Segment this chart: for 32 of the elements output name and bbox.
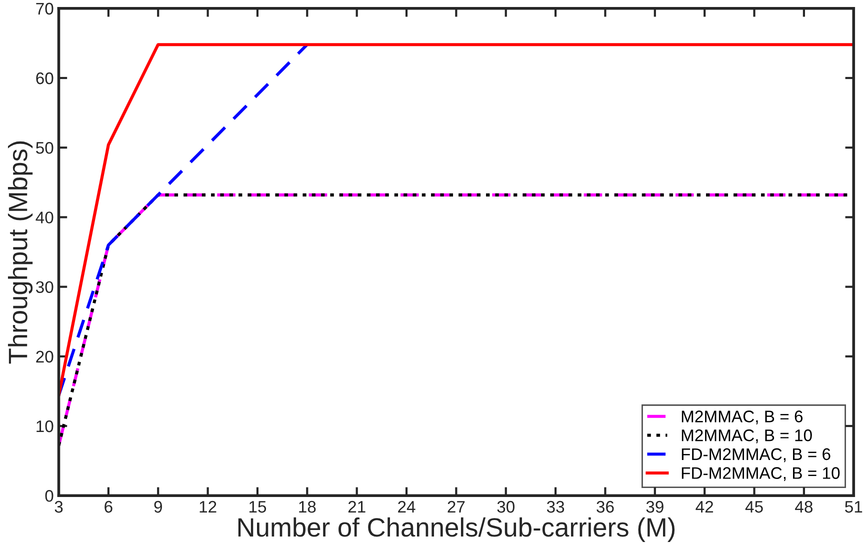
x-tick-label: 30	[497, 500, 514, 513]
x-axis-title: Number of Channels/Sub-carriers (M)	[238, 517, 675, 542]
x-tick-label: 15	[249, 501, 266, 513]
x-tick-label: 6	[104, 500, 112, 513]
line-series	[58, 43, 309, 397]
x-tick-label: 12	[200, 500, 216, 513]
y-tick-label: 40	[36, 212, 54, 224]
y-axis-title: Throughput (Mbps)	[8, 141, 33, 364]
legend-label: FD-M2MMAC, B = 10	[682, 467, 840, 481]
legend-label: M2MMAC, B = 10	[682, 429, 812, 444]
x-tick-label: 45	[745, 501, 763, 513]
legend-label: M2MMAC, B = 6	[682, 410, 803, 424]
x-tick-label: 18	[299, 500, 316, 513]
legend-label: FD-M2MMAC, B = 6	[682, 448, 830, 462]
x-tick-label: 24	[398, 500, 416, 513]
x-tick-label: 21	[348, 500, 366, 513]
x-tick-label: 51	[845, 501, 862, 513]
y-tick-label: 30	[36, 281, 54, 294]
x-tick-label: 48	[795, 500, 812, 513]
x-tick-label: 39	[646, 500, 664, 513]
y-tick-label: 60	[36, 72, 54, 84]
x-tick-label: 3	[54, 500, 63, 513]
y-tick-label: 70	[36, 2, 54, 15]
x-tick-label: 9	[154, 500, 162, 513]
y-tick-label: 50	[36, 142, 54, 154]
x-tick-label: 27	[448, 500, 465, 513]
y-tick-label: 0	[45, 490, 54, 502]
y-tick-label: 10	[36, 420, 54, 432]
x-tick-label: 36	[596, 500, 614, 513]
x-tick-label: 33	[546, 500, 564, 513]
y-tick-label: 20	[36, 350, 54, 363]
x-tick-label: 42	[696, 500, 714, 513]
